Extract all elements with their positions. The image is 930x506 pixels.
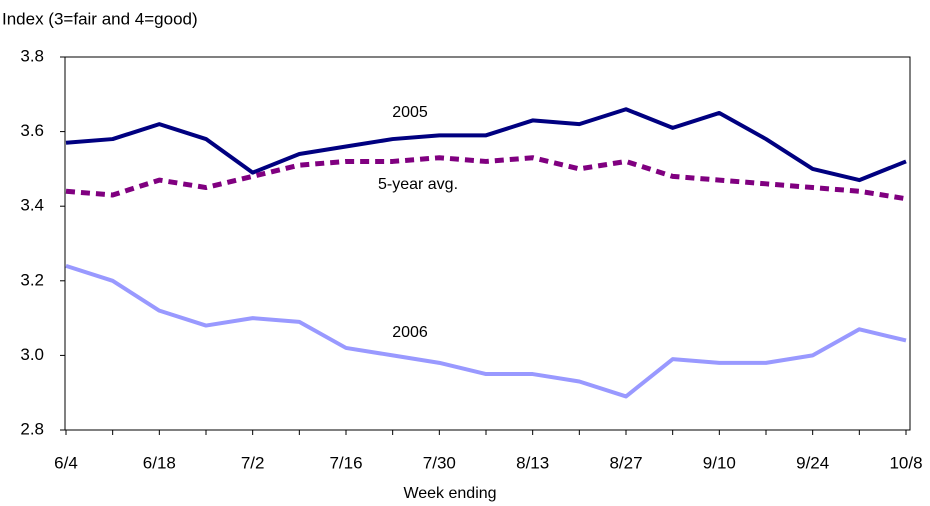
x-tick-label: 6/18 (143, 453, 176, 472)
y-tick-label: 3.4 (20, 196, 44, 215)
x-tick-label: 7/16 (329, 453, 362, 472)
y-tick-label: 3.8 (20, 46, 44, 65)
x-tick-label: 8/13 (516, 453, 549, 472)
y-axis-label: Index (3=fair and 4=good) (2, 9, 198, 28)
x-tick-label: 9/24 (796, 453, 829, 472)
x-tick-label: 7/2 (241, 453, 265, 472)
x-tick-label: 9/10 (703, 453, 736, 472)
series-line (65, 155, 907, 202)
x-axis-label: Week ending (403, 485, 496, 502)
series-label: 5-year avg. (378, 176, 458, 193)
x-tick-label: 6/4 (54, 453, 78, 472)
series-label: 2005 (392, 104, 428, 121)
y-tick-label: 2.8 (20, 419, 44, 438)
y-tick-label: 3.2 (20, 270, 44, 289)
x-tick-label: 10/8 (889, 453, 922, 472)
series-line (65, 263, 907, 399)
x-tick-label: 7/30 (423, 453, 456, 472)
x-tick-label: 8/27 (609, 453, 642, 472)
series-line (65, 107, 907, 183)
y-tick-label: 3.0 (20, 345, 44, 364)
plot-frame (64, 56, 911, 431)
series-label: 2006 (392, 324, 428, 341)
y-tick-label: 3.6 (20, 121, 44, 140)
